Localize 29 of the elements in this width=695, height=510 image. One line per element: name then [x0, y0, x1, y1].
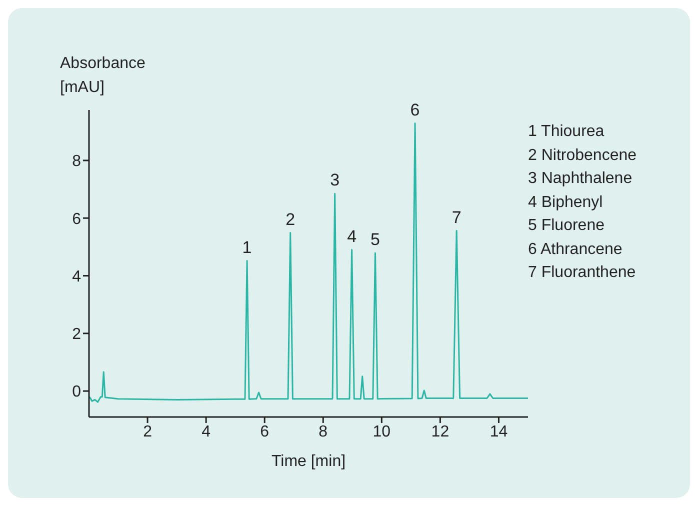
x-tick-label: 6 — [260, 423, 270, 440]
annotation: 1 — [242, 238, 252, 257]
annotation: 4 Biphenyl — [528, 192, 604, 212]
annotation: 3 Naphthalene — [528, 169, 634, 189]
y-tick-label: 0 — [72, 384, 82, 401]
annotation: 4 — [347, 226, 357, 246]
y-axis-title: Absorbance [mAU] — [60, 54, 146, 98]
annotation: 6 — [410, 100, 420, 120]
line-series — [89, 122, 528, 403]
annotation: 5 — [370, 230, 380, 249]
x-tick-label: 2 — [143, 423, 152, 440]
annotation: 2 — [286, 210, 296, 229]
y-tick-label: 4 — [72, 268, 82, 286]
annotation: 7 Fluoranthene — [528, 263, 637, 283]
annotation: 2 Nitrobencene — [528, 146, 637, 166]
x-tick-label: 4 — [202, 423, 211, 440]
annotation: 7 — [452, 208, 462, 227]
x-tick-label: 14 — [490, 423, 508, 440]
annotation: 6 Athrancene — [528, 240, 624, 260]
y-tick-label: 8 — [72, 153, 82, 170]
annotation: 1 Thiourea — [528, 122, 606, 142]
x-tick-label: 10 — [372, 423, 391, 440]
annotation: 3 — [330, 170, 340, 190]
x-tick-label: 8 — [318, 423, 328, 440]
y-tick-label: 6 — [72, 210, 82, 228]
annotation: 5 Fluorene — [528, 216, 606, 236]
x-tick-label: 12 — [431, 423, 450, 440]
y-tick-label: 2 — [72, 326, 82, 344]
x-axis-title: Time [min] — [271, 453, 346, 470]
